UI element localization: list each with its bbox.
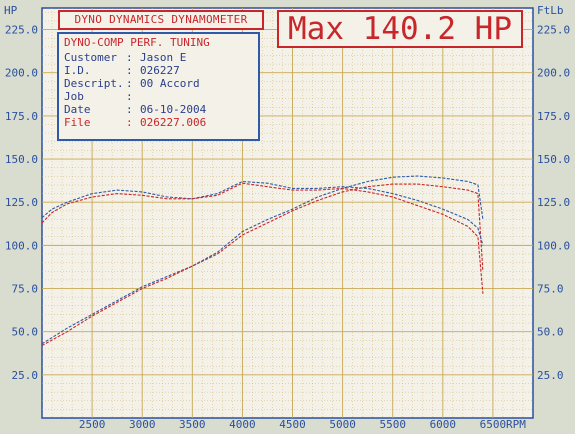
y-tick-label-right: 100.0: [537, 239, 570, 252]
y-ticks-left: 25.0 50.0 75.0 100.0 125.0 150.0 175.0 200.0 225…: [5, 24, 38, 382]
series-line-1: [41, 183, 484, 346]
x-tick-label: 4000: [229, 418, 256, 431]
x-tick-label: 6000: [430, 418, 457, 431]
y-axis-label-right: FtLb: [537, 4, 564, 17]
x-tick-label: 5000: [329, 418, 356, 431]
info-key: Job: [64, 90, 84, 103]
y-tick-label-left: 175.0: [5, 110, 38, 123]
dyno-title: DYNO DYNAMICS DYNAMOMETER: [74, 13, 248, 26]
info-row-customer: Customer: Jason E: [64, 51, 253, 64]
series-layer: [41, 175, 484, 346]
series-line-0: [41, 175, 484, 345]
major-grid: [42, 8, 533, 418]
y-tick-label-left: 50.0: [12, 326, 39, 339]
y-tick-label-left: 25.0: [12, 369, 39, 382]
y-tick-label-right: 50.0: [537, 326, 564, 339]
info-colon: :: [126, 103, 133, 116]
info-row-date: Date:06-10-2004: [64, 103, 253, 116]
x-ticks: 2500 3000 3500 4000 4500 5000 5500 6000 6500: [79, 418, 506, 431]
info-key: Date: [64, 103, 91, 116]
y-ticks-right: 25.0 50.0 75.0 100.0 125.0 150.0 175.0 200.0 225…: [537, 24, 570, 382]
info-value: 06-10-2004: [140, 103, 207, 116]
y-tick-label-right: 175.0: [537, 110, 570, 123]
y-tick-label-right: 200.0: [537, 67, 570, 80]
info-value: Jason E: [140, 51, 187, 64]
info-colon: :: [126, 51, 133, 64]
info-value: 00 Accord: [140, 77, 200, 90]
info-key: Descript.: [64, 77, 124, 90]
company-name: DYNO-COMP PERF. TUNING: [64, 36, 210, 49]
info-row-file: File:026227.006: [64, 116, 253, 129]
x-axis-label: RPM: [506, 418, 526, 431]
y-tick-label-left: 150.0: [5, 153, 38, 166]
x-tick-label: 2500: [79, 418, 106, 431]
x-tick-label: 4500: [279, 418, 306, 431]
y-tick-label-right: 25.0: [537, 369, 564, 382]
series-line-3: [41, 182, 484, 294]
info-value: 026227: [140, 64, 180, 77]
y-tick-label-left: 75.0: [12, 283, 39, 296]
y-axis-label-left: HP: [4, 4, 18, 17]
x-tick-label: 3000: [129, 418, 156, 431]
y-tick-label-left: 200.0: [5, 67, 38, 80]
series-line-2: [41, 180, 484, 246]
info-colon: :: [126, 90, 133, 103]
y-tick-label-left: 100.0: [5, 239, 38, 252]
info-key: I.D.: [64, 64, 91, 77]
info-colon: :: [126, 77, 133, 90]
info-row-id: I.D.:026227: [64, 64, 253, 77]
info-key: Customer: [64, 51, 117, 64]
y-tick-label-left: 225.0: [5, 24, 38, 37]
info-key: File: [64, 116, 91, 129]
run-info-box: DYNO-COMP PERF. TUNING Customer: Jason E …: [57, 32, 260, 141]
max-hp-label: Max 140.2 HP: [288, 11, 512, 47]
info-row-job: Job:: [64, 90, 253, 103]
y-tick-label-right: 75.0: [537, 283, 564, 296]
x-tick-label: 6500: [480, 418, 507, 431]
y-tick-label-right: 125.0: [537, 196, 570, 209]
x-tick-label: 3500: [179, 418, 206, 431]
info-colon: :: [126, 64, 133, 77]
y-tick-label-left: 125.0: [5, 196, 38, 209]
max-hp-box: Max 140.2 HP: [277, 10, 523, 48]
y-tick-label-right: 150.0: [537, 153, 570, 166]
info-value: 026227.006: [140, 116, 207, 129]
info-row-descript: Descript.:00 Accord: [64, 77, 253, 90]
y-tick-label-right: 225.0: [537, 24, 570, 37]
info-colon: :: [126, 116, 133, 129]
dyno-title-box: DYNO DYNAMICS DYNAMOMETER: [58, 10, 264, 30]
x-tick-label: 5500: [379, 418, 406, 431]
